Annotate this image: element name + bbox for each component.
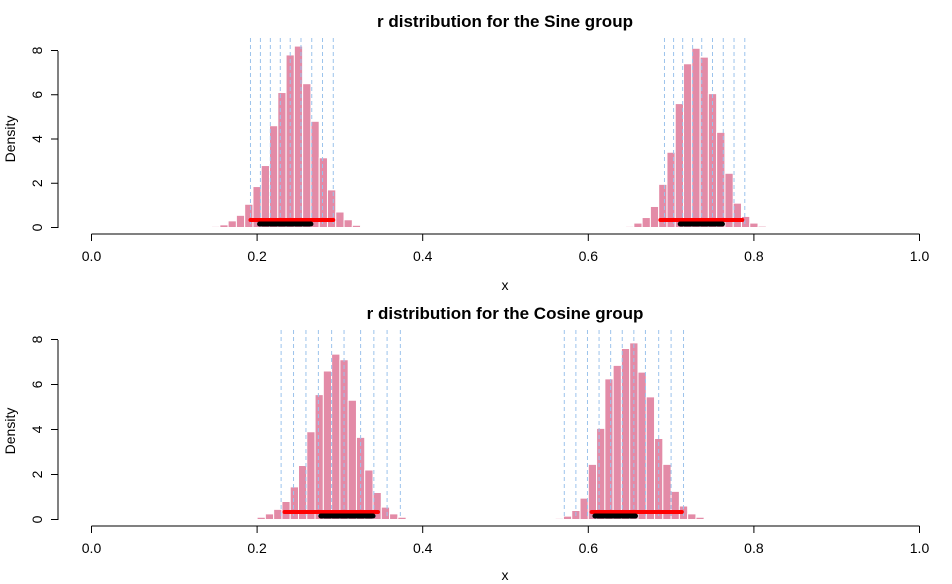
chart-title: r distribution for the Cosine group [367,304,644,323]
histogram-bar [554,517,564,520]
histogram-bar [264,513,275,520]
y-tick-label: 2 [29,179,45,187]
x-axis-label: x [502,567,509,583]
histogram-bar [335,211,345,228]
x-tick-label: 0.4 [413,248,433,264]
histogram-bar [612,364,622,520]
histogram-bar [645,396,656,520]
histogram-bar [343,219,353,229]
histogram-bar [331,353,341,520]
histogram-bar [211,225,221,229]
histogram-bar [256,516,266,520]
histogram-bar [219,224,229,229]
histogram-bar [347,399,357,520]
histogram-bar [757,225,767,229]
x-tick-label: 0.8 [744,248,764,264]
x-tick-label: 0.2 [247,540,267,556]
histogram-bar [339,359,349,520]
histogram-bar [604,378,614,520]
x-tick-label: 0.6 [579,540,599,556]
y-tick-label: 4 [29,425,45,433]
y-tick-label: 6 [29,380,45,388]
histogram-bar [562,515,573,520]
y-tick-label: 2 [29,470,45,478]
histogram-bar [244,203,254,229]
histogram-bar [649,205,660,228]
histogram-bar [683,63,693,229]
histogram-bar [596,427,606,520]
histogram-bar [314,394,324,520]
histogram-bar [227,220,237,229]
histogram-bar [670,490,680,520]
y-tick-label: 0 [29,223,45,231]
histogram-bar [695,516,705,520]
histogram-bar [235,214,246,229]
x-tick-label: 1.0 [910,540,930,556]
x-tick-label: 0.4 [413,540,433,556]
y-tick-label: 6 [29,91,45,99]
histogram-bar [703,518,713,520]
histogram-bar [322,370,333,520]
y-tick-label: 0 [29,515,45,523]
histogram-bar [326,189,337,228]
x-tick-label: 1.0 [910,248,930,264]
histogram-bar [289,486,300,520]
x-axis-label: x [502,277,509,293]
histogram-bar [641,217,651,228]
x-tick-label: 0.0 [82,248,102,264]
chart-title: r distribution for the Sine group [377,12,633,31]
histogram-bar [732,202,742,229]
histogram-bar [277,92,287,228]
histogram-bar [749,222,759,228]
histogram-bar [318,157,328,228]
histogram-bar [302,83,312,228]
histogram-bar [269,125,279,228]
histogram-bar [397,516,407,520]
histogram-bar [625,225,635,229]
histogram-bar [372,492,382,520]
x-tick-label: 0.6 [579,248,599,264]
y-tick-label: 4 [29,135,45,143]
sine-panel: r distribution for the Sine group 0.0 0.2… [2,12,929,293]
histogram-bar [389,513,399,520]
y-axis-label: Density [2,408,18,455]
x-tick-label: 0.0 [82,540,102,556]
histogram-bar [248,518,258,520]
cosine-panel: r distribution for the Cosine group 0.0 0… [2,304,929,583]
x-tick-label: 0.8 [744,540,764,556]
y-tick-label: 8 [29,46,45,54]
x-tick-label: 0.2 [247,248,267,264]
y-axis-label: Density [2,116,18,163]
histogram-bar [633,222,643,228]
histogram-bar [351,224,362,229]
y-tick-label: 8 [29,335,45,343]
histogram-bar [380,506,391,520]
histogram-bar [360,226,370,229]
histogram-bar [687,513,697,520]
histogram-bar [306,431,316,520]
histogram-bar [724,172,734,228]
